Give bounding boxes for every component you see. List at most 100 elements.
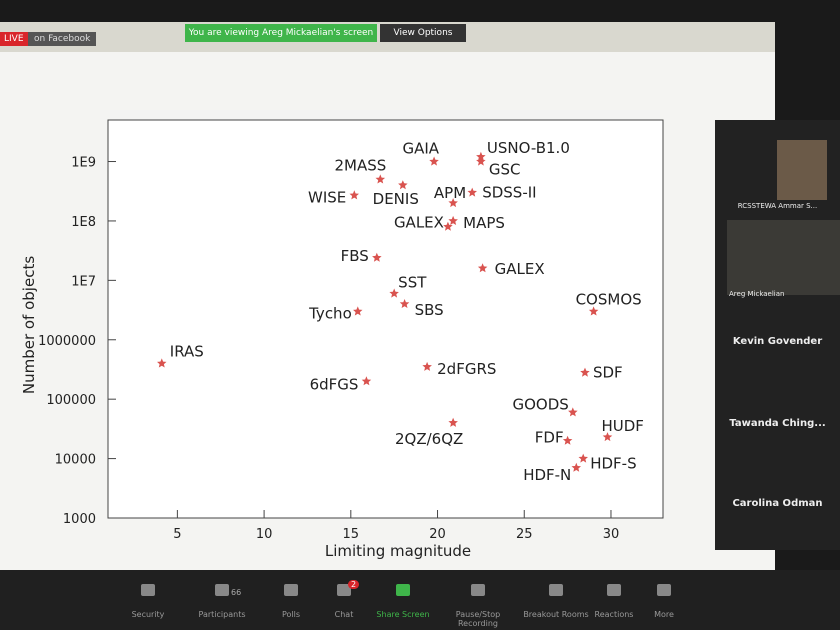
data-point [476,151,486,161]
y-tick-label: 1E7 [71,274,96,289]
x-tick-label: 20 [429,527,446,542]
data-point [443,221,453,231]
point-label: Tycho [308,304,352,322]
participant-name: Kevin Govender [732,336,823,347]
participant-name: Carolina Odman [732,498,823,509]
point-label: GAIA [402,140,439,158]
point-label: GOODS [513,395,569,413]
toolbar-icon [549,584,563,596]
point-label: 2QZ/6QZ [395,430,463,448]
data-point [157,358,167,368]
point-label: 2MASS [335,156,387,174]
data-point [375,174,386,184]
data-point [467,187,477,197]
point-label: MAPS [463,214,505,232]
toolbar-button[interactable]: Breakout Rooms [523,610,589,619]
y-tick-label: 1000000 [38,334,96,349]
x-axis-label: Limiting magnitude [325,542,471,560]
x-tick-label: 25 [516,527,533,542]
point-label: HDF-S [590,455,636,473]
toolbar-button[interactable]: Reactions [594,610,634,619]
x-tick-label: 15 [343,527,360,542]
point-label: SDSS-II [482,184,536,202]
data-point [399,299,410,308]
participant-panel: RCSSTEWA Ammar S... Areg Mickaelian Kevi… [715,120,840,550]
point-label: USNO-B1.0 [487,139,570,157]
point-label: GALEX [394,214,444,232]
data-point [580,367,590,377]
participant-name: Areg Mickaelian [729,290,785,298]
y-tick-label: 1E9 [71,156,96,171]
point-label: 2dFGRS [437,360,496,378]
toolbar-button[interactable]: Polls [281,610,301,619]
plot-frame [107,119,664,519]
data-point [361,376,372,386]
share-banner: You are viewing Areg Mickaelian's screen [185,24,377,42]
data-point [476,156,486,166]
video-thumbnail [777,140,827,200]
data-point [562,435,573,445]
y-axis-label: Number of objects [20,256,38,394]
meeting-toolbar: Security Participants Polls Chat Share Scree… [0,570,840,630]
data-point [571,462,581,472]
participant-name: Tawanda Ching... [729,418,826,429]
toolbar-icon [215,584,229,596]
chat-badge: 2 [348,580,360,589]
point-label: SST [398,274,427,292]
data-point [372,252,382,262]
x-tick-label: 30 [603,527,620,542]
toolbar-icon [396,584,410,596]
toolbar-button[interactable]: Security [131,610,165,619]
y-tick-label: 10000 [55,453,96,468]
toolbar-icon [284,584,298,596]
data-point [398,180,408,190]
data-point [389,288,399,298]
point-label: APM [434,184,466,202]
data-point [568,407,578,417]
point-label: WISE [308,188,346,206]
participant-count: 66 [231,588,242,597]
toolbar-icon [337,584,351,596]
data-point [448,417,458,427]
point-label: DENIS [373,190,419,208]
data-point [578,453,588,463]
y-tick-label: 1000 [63,512,96,527]
toolbar-button[interactable]: More [654,610,674,619]
toolbar-button[interactable]: Participants [198,610,246,619]
view-options[interactable]: View Options [380,24,466,42]
toolbar-icon [607,584,621,596]
data-point [349,190,359,200]
point-label: HUDF [602,417,644,435]
toolbar-button[interactable]: Pause/Stop Recording [455,610,501,628]
participant-name: RCSSTEWA Ammar S... [737,202,818,210]
point-label: HDF-N [523,466,571,484]
stream-target[interactable]: on Facebook [28,32,97,46]
point-label: 6dFGS [310,375,359,393]
data-point [588,306,599,316]
point-label: GSC [489,161,521,179]
video-tile [727,220,840,295]
point-label: SBS [415,301,444,319]
point-label: FDF [535,429,564,447]
data-point [448,215,458,225]
toolbar-button[interactable]: Share Screen [376,610,430,619]
data-point [602,432,613,442]
y-tick-label: 100000 [46,393,96,408]
point-label: COSMOS [576,290,642,308]
chart: Limiting magnitude Number of objects 100… [20,119,664,560]
toolbar-icon [471,584,485,596]
point-label: SDF [593,364,623,382]
y-tick-label: 1E8 [71,215,96,230]
data-point [448,198,458,208]
toolbar-icon [141,584,155,596]
point-label: IRAS [170,342,204,360]
data-point [429,156,439,166]
x-tick-label: 5 [173,527,181,542]
toolbar-button[interactable]: Chat [334,610,354,619]
data-point [422,361,432,371]
point-label: GALEX [495,260,545,278]
x-tick-label: 10 [256,527,273,542]
toolbar-icon [657,584,671,596]
data-point [477,263,488,273]
